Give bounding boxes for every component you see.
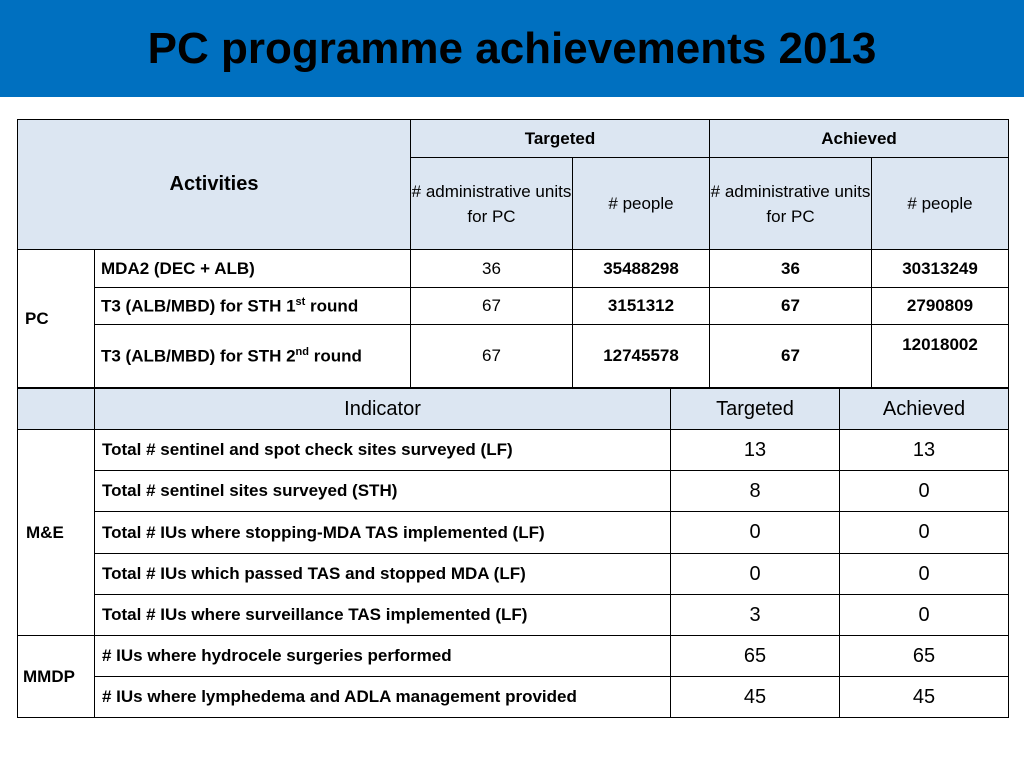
- achieved-units-header: # administrative units for PC: [709, 157, 873, 250]
- targeted-people-header: # people: [571, 157, 711, 250]
- achieved-cell: 45: [839, 676, 1009, 718]
- achieved-people-cell: 30313249: [871, 249, 1010, 288]
- indicator-cell: Total # sentinel and spot check sites su…: [94, 429, 671, 471]
- achieved-cell: 0: [839, 594, 1009, 636]
- achieved-cell: 0: [839, 553, 1009, 595]
- targeted-cell: 0: [670, 553, 840, 595]
- table-row: T3 (ALB/MBD) for STH 1st round 67 315131…: [18, 287, 1010, 325]
- table-row: Total # sentinel sites surveyed (STH) 8 …: [18, 470, 1009, 512]
- achieved-units-cell: 36: [709, 249, 873, 288]
- activity-cell: T3 (ALB/MBD) for STH 2nd round: [94, 324, 411, 388]
- indicators-table: Indicator Targeted Achieved M&E Total # …: [17, 388, 1009, 718]
- slide-title: PC programme achievements 2013: [147, 23, 877, 73]
- activities-table: Activities Targeted Achieved # administr…: [17, 119, 1010, 388]
- table-row: Total # IUs which passed TAS and stopped…: [18, 553, 1009, 595]
- indicator-cell: Total # IUs where stopping-MDA TAS imple…: [94, 511, 671, 554]
- group-label: MMDP: [17, 635, 95, 718]
- targeted-cell: 45: [670, 676, 840, 718]
- activity-suffix: round: [309, 346, 362, 366]
- table-row: PC MDA2 (DEC + ALB) 36 35488298 36 30313…: [17, 249, 1010, 388]
- indicator-cell: # IUs where lymphedema and ADLA manageme…: [94, 676, 671, 718]
- activity-ordinal: nd: [295, 345, 309, 358]
- table-header-row: Indicator Targeted Achieved: [17, 388, 1009, 430]
- activity-text: T3 (ALB/MBD) for STH 2: [101, 346, 296, 366]
- table-row: Total # IUs where surveillance TAS imple…: [18, 594, 1009, 636]
- indicator-cell: Total # IUs which passed TAS and stopped…: [94, 553, 671, 595]
- achieved-cell: 13: [839, 429, 1009, 471]
- targeted-units-cell: 36: [410, 249, 573, 288]
- targeted-people-cell: 35488298: [571, 249, 711, 288]
- table-header-row: Activities Targeted Achieved: [17, 119, 1010, 250]
- targeted-cell: 0: [670, 511, 840, 554]
- group-label: PC: [17, 249, 95, 388]
- table-row: Total # IUs where stopping-MDA TAS imple…: [18, 511, 1009, 554]
- targeted-units-cell: 67: [410, 324, 573, 388]
- activity-cell: MDA2 (DEC + ALB): [94, 249, 411, 288]
- achieved-cell: 0: [839, 511, 1009, 554]
- achieved-cell: 65: [839, 635, 1009, 677]
- targeted-units-cell: 67: [410, 287, 573, 325]
- targeted-header: Targeted: [670, 388, 840, 430]
- activity-cell: T3 (ALB/MBD) for STH 1st round: [94, 287, 411, 325]
- achieved-people-cell: 2790809: [871, 287, 1010, 325]
- table-row: MMDP # IUs where hydrocele surgeries per…: [17, 635, 1009, 718]
- indicator-header: Indicator: [94, 388, 671, 430]
- targeted-cell: 3: [670, 594, 840, 636]
- achieved-header: Achieved: [839, 388, 1009, 430]
- table-row: M&E Total # sentinel and spot check site…: [17, 429, 1009, 636]
- achieved-header: Achieved: [709, 119, 1010, 158]
- achieved-units-cell: 67: [709, 324, 873, 388]
- table-subheader-row: # administrative units for PC # people #…: [18, 157, 1010, 250]
- group-label: M&E: [17, 429, 95, 636]
- activity-ordinal: st: [295, 295, 306, 308]
- achieved-cell: 0: [839, 470, 1009, 512]
- targeted-cell: 8: [670, 470, 840, 512]
- targeted-cell: 13: [670, 429, 840, 471]
- targeted-header: Targeted: [409, 119, 711, 158]
- activity-suffix: round: [305, 296, 359, 316]
- table-row: T3 (ALB/MBD) for STH 2nd round 67 127455…: [18, 324, 1010, 388]
- table-row: # IUs where lymphedema and ADLA manageme…: [18, 676, 1009, 718]
- indicator-cell: Total # sentinel sites surveyed (STH): [94, 470, 671, 512]
- activities-header: Activities: [17, 119, 411, 250]
- targeted-people-cell: 12745578: [571, 324, 711, 388]
- achieved-people-header: # people: [871, 157, 1010, 250]
- achieved-people-cell: 12018002: [871, 324, 1010, 388]
- title-bar: PC programme achievements 2013: [0, 0, 1024, 97]
- targeted-cell: 65: [670, 635, 840, 677]
- targeted-people-cell: 3151312: [571, 287, 711, 325]
- achieved-units-cell: 67: [709, 287, 873, 325]
- targeted-units-header: # administrative units for PC: [410, 157, 573, 250]
- indicator-cell: # IUs where hydrocele surgeries performe…: [94, 635, 671, 677]
- indicator-cell: Total # IUs where surveillance TAS imple…: [94, 594, 671, 636]
- group-header-blank: [17, 388, 95, 430]
- activity-text: T3 (ALB/MBD) for STH 1: [101, 296, 296, 316]
- activity-text: MDA2 (DEC + ALB): [101, 258, 255, 278]
